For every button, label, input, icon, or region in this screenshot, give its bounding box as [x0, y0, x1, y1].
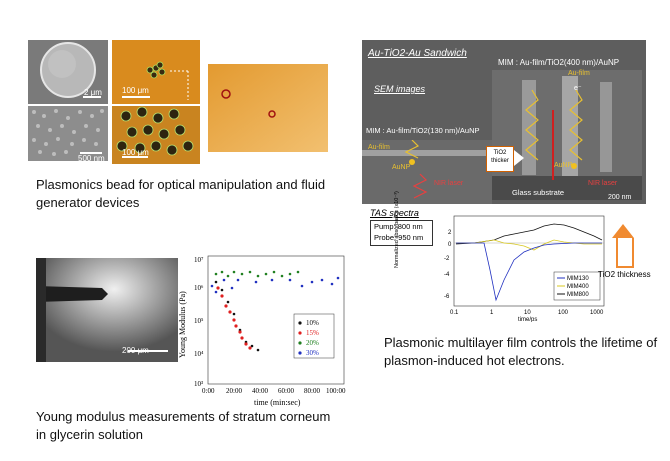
ytick: -2	[444, 256, 450, 262]
e-minus-label: e⁻	[574, 85, 582, 92]
ytick: 10⁶	[194, 284, 204, 292]
tas-xlabel: time/ps	[518, 317, 537, 322]
au-film-right-label: Au-film	[568, 70, 590, 77]
tas-ylabel: Normalized absorbance (x10⁻³)	[394, 191, 400, 268]
scale-100um-top: 100 μm	[122, 86, 149, 95]
caption-multilayer: Plasmonic multilayer film controls the l…	[384, 334, 664, 370]
pump-label: Pump: 800 nm	[374, 222, 423, 231]
tio2-thicker-line2: thicker	[491, 158, 509, 164]
legend-mim400: MIM400	[567, 284, 589, 290]
xtick: 0.1	[450, 310, 459, 316]
tas-chart: MIM130 MIM400 MIM800 2 0 -2 -4 -6 0.1 1 …	[444, 215, 605, 322]
scale-2um: 2 μm	[84, 88, 102, 97]
ym-ylabel: Young Modulus (Pa)	[178, 291, 187, 358]
xtick: 0:00	[202, 387, 215, 395]
scale-100um-bottom: 100 μm	[122, 148, 149, 157]
ytick: 0	[448, 242, 452, 248]
ytick: 10⁴	[194, 350, 204, 358]
scale-200nm: 200 nm	[608, 194, 632, 201]
sandwich-title: Au-TiO2-Au Sandwich	[368, 48, 467, 59]
tas-conditions-box: Pump: 800 nm Probe: 950 nm	[370, 220, 433, 246]
scale-500nm: 500 nm	[78, 154, 105, 163]
xtick: 80:00	[304, 387, 320, 395]
caption-plasmonic-beads: Plasmonics bead for optical manipulation…	[36, 176, 336, 212]
tio2-thicker-arrow-icon	[514, 150, 524, 166]
legend-20: 20%	[306, 339, 319, 347]
fluid-generator-image	[208, 64, 328, 152]
panel-plasmonic-beads: 2 μm 500 nm 100 μm 100 μ	[28, 40, 328, 170]
tio2-thickness-label: TiO2 thickness	[598, 270, 651, 279]
afm-cantilever-image	[36, 258, 178, 362]
sem-sphere-image	[28, 40, 108, 104]
xtick: 40:00	[252, 387, 268, 395]
scale-200um: 200 μm	[122, 346, 149, 355]
caption-young-modulus: Young modulus measurements of stratum co…	[36, 408, 336, 444]
caption-line: Young modulus measurements of stratum co…	[36, 409, 331, 424]
nir-left-label: NIR laser	[434, 180, 464, 187]
optical-trap-image-top	[112, 40, 200, 104]
aunp-left-label: AuNP	[392, 164, 411, 171]
xtick: 1000	[590, 310, 604, 316]
au-film-left-label: Au-film	[368, 144, 390, 151]
young-modulus-chart: 10⁷ 10⁶ 10⁵ 10⁴ 10³ 0:00 20:00 40:00 60:…	[194, 255, 346, 407]
caption-line: generator devices	[36, 195, 140, 210]
panel-sandwich-sem: Au-TiO2-Au Sandwich MIM : Au-film/TiO2(4…	[362, 40, 646, 204]
ytick: 10⁷	[194, 256, 204, 264]
legend-15: 15%	[306, 329, 319, 337]
sem-left-structure	[362, 140, 492, 204]
ym-xlabel: time (min:sec)	[254, 398, 301, 407]
tas-title: TAS spectra	[370, 208, 419, 218]
caption-line: plasmon-induced hot electrons.	[384, 353, 565, 368]
aunp-right-label: AuNP	[554, 162, 573, 169]
xtick: 100:00	[326, 387, 346, 395]
caption-line: Plasmonics bead for optical manipulation…	[36, 177, 326, 192]
caption-line: in glycerin solution	[36, 427, 143, 442]
mim-left-label: MIM : Au-film/TiO2(130 nm)/AuNP	[366, 126, 480, 135]
nir-right-label: NIR laser	[588, 180, 618, 187]
legend-10: 10%	[306, 319, 319, 327]
probe-label: Probe: 950 nm	[374, 233, 424, 242]
xtick: 60:00	[278, 387, 294, 395]
ytick: 10⁵	[194, 317, 204, 325]
ytick: 2	[448, 230, 452, 236]
xtick: 20:00	[226, 387, 242, 395]
ytick: -4	[444, 272, 450, 278]
glass-substrate-label: Glass substrate	[512, 188, 565, 197]
optical-trap-image-bottom	[112, 106, 200, 164]
mim-top-label: MIM : Au-film/TiO2(400 nm)/AuNP	[498, 58, 620, 67]
legend-mim800: MIM800	[567, 292, 589, 298]
legend-mim130: MIM130	[567, 276, 589, 282]
xtick: 100	[558, 310, 569, 316]
xtick: 10	[524, 310, 531, 316]
red-arrow-icon	[552, 110, 554, 180]
legend-30: 30%	[306, 349, 319, 357]
xtick: 1	[490, 310, 494, 316]
thickness-arrow-shaft	[616, 238, 634, 268]
ytick: -6	[444, 294, 450, 300]
tio2-thicker-line1: TiO2	[493, 150, 507, 156]
ytick: 10³	[194, 380, 203, 388]
sem-images-label: SEM images	[374, 84, 426, 94]
thickness-arrow-icon	[612, 224, 634, 238]
caption-line: Plasmonic multilayer film controls the l…	[384, 335, 658, 350]
sem-column-structure	[492, 70, 642, 200]
tio2-thicker-box: TiO2 thicker	[486, 146, 514, 172]
sem-surface-image	[28, 106, 108, 161]
